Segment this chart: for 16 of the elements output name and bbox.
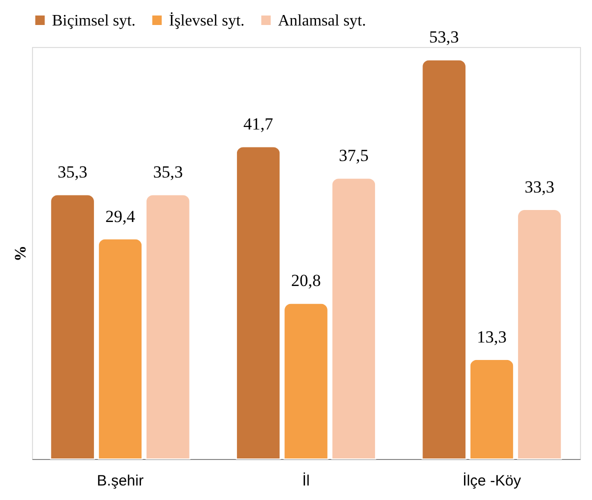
data-label: 20,8 — [291, 271, 321, 290]
data-label: 13,3 — [476, 327, 507, 346]
data-label: 35,3 — [58, 162, 88, 182]
data-label: 29,4 — [105, 206, 136, 226]
x-tick-label: İl — [302, 472, 310, 490]
data-label: 41,7 — [243, 114, 274, 134]
data-label: 37,5 — [338, 146, 369, 166]
legend-label: Biçimsel syt. — [52, 12, 136, 30]
legend-label: İşlevsel syt. — [169, 11, 245, 30]
y-axis-title: % — [12, 246, 30, 262]
data-label: 33,3 — [524, 178, 554, 197]
data-label: 35,3 — [153, 162, 183, 182]
x-tick-label: İlçe -Köy — [462, 472, 522, 490]
data-label: 53,3 — [429, 28, 459, 47]
legend-label: Anlamsal syt. — [278, 12, 366, 30]
x-tick-label: B.şehir — [96, 472, 144, 490]
